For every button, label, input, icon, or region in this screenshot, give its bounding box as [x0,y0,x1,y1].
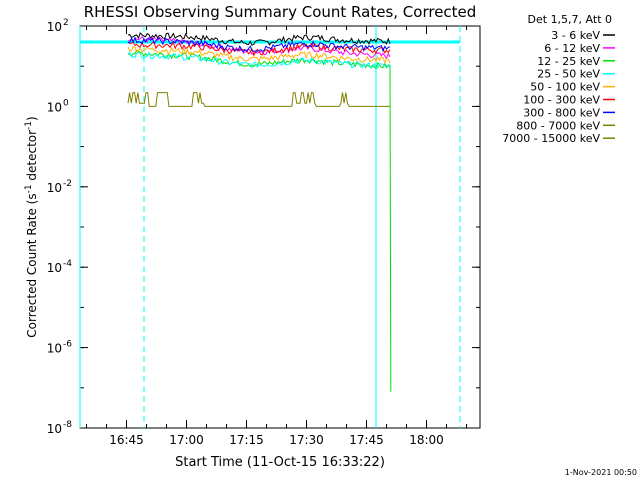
legend-entry-label: 12 - 25 keV [537,55,600,68]
y-axis-label-sup2: -1 [24,121,34,130]
series-line [127,32,391,46]
y-axis-label-mid: detector [25,130,39,185]
series-line [127,35,391,60]
series-line [127,36,391,53]
plot-frame [79,25,481,429]
y-tick-label-exponent: -8 [63,420,72,430]
y-tick-label-exponent: -6 [63,340,72,350]
y-axis-label-main: Corrected Count Rate (s [25,193,39,337]
x-axis-label: Start Time (11-Oct-15 16:33:22) [175,455,385,470]
y-tick-label: 10 [47,100,62,114]
y-tick-label: 10 [47,20,62,34]
y-tick-label-exponent: -4 [63,259,72,269]
y-tick-label: 10 [47,422,62,436]
legend-header: Det 1,5,7, Att 0 [528,13,612,26]
chart-title: RHESSI Observing Summary Count Rates, Co… [84,3,477,21]
y-tick-label-exponent: 0 [63,98,69,108]
y-tick-label: 10 [47,342,62,356]
series-line [127,50,391,70]
x-tick-label: 18:00 [409,433,444,447]
legend-entry-label: 50 - 100 keV [530,81,600,94]
legend-entry-label: 800 - 7000 keV [516,119,600,132]
series-line [127,49,392,392]
x-tick-label: 17:15 [229,433,264,447]
x-tick-label: 17:45 [349,433,384,447]
legend-entry-label: 3 - 6 keV [551,29,600,42]
y-tick-label: 10 [47,181,62,195]
y-tick-label: 10 [47,261,62,275]
series-line [127,92,390,107]
y-axis-label-sup1: -1 [24,184,34,193]
y-tick-label-exponent: -2 [63,179,72,189]
legend-entry-label: 100 - 300 keV [523,94,600,107]
footer-timestamp: 1-Nov-2021 00:50 [565,468,637,477]
y-axis-label: Corrected Count Rate (s-1 detector-1) [24,116,39,337]
series-line [127,45,391,64]
legend-entry-label: 300 - 800 keV [523,106,600,119]
legend-entry-label: 7000 - 15000 keV [502,132,600,145]
legend-entry-label: 25 - 50 keV [537,68,600,81]
legend-entry-label: 6 - 12 keV [544,42,600,55]
y-tick-label-exponent: 2 [63,18,69,28]
x-tick-label: 17:00 [169,433,204,447]
x-tick-label: 17:30 [289,433,324,447]
x-tick-label: 16:45 [109,433,144,447]
y-axis-label-end: ) [25,116,39,121]
